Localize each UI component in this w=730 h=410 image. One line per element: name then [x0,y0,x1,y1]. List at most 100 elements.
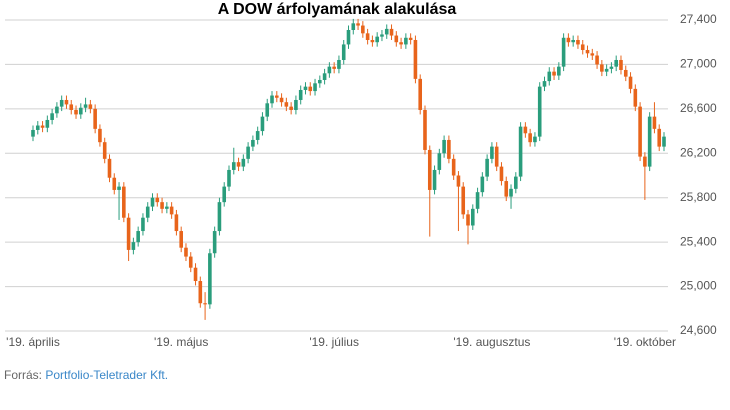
candle-body [98,128,102,143]
candle-body [456,175,461,187]
candle-body [270,95,274,104]
chart: A DOW árfolyamának alakulása 24,600 25,00… [5,1,717,349]
candle-body [93,108,97,129]
candle-body [485,158,489,177]
candle-body [361,25,365,34]
candle-body [222,186,227,203]
candle-body [284,102,289,107]
candle-body [432,169,437,190]
candle-body [585,49,590,54]
candle-body [404,37,408,45]
source-link[interactable]: Portfolio-Teletrader Kft. [45,368,169,382]
candle-body [647,116,652,167]
candle-body [327,66,332,74]
candle-body [499,166,504,182]
candle-body [566,37,571,43]
candle-body [552,71,556,76]
candle-body [451,158,456,176]
candle-body [79,107,83,115]
candle-body [289,106,293,110]
candle-body [628,76,633,89]
candle-body [408,37,413,40]
candle-body [260,116,265,132]
candle-body [55,106,59,114]
x-tick-label: '19. május [154,335,208,349]
source-label: Forrás: [4,368,43,382]
candle-body [480,176,485,193]
candle-body [623,69,628,77]
candle-body [265,103,270,117]
candle-body [322,73,327,80]
candle-body [251,139,255,147]
candle-body [576,39,580,45]
candle-body [117,186,121,190]
candle-body [69,104,74,110]
y-tick-label: 24,600 [680,323,717,337]
candle-body [294,99,298,110]
candle-body [595,55,599,65]
candle-body [609,66,614,69]
candle-body [561,37,566,67]
candle-body [533,136,537,143]
candle-body [662,136,666,147]
candle-body [212,231,217,254]
candle-body [332,66,336,69]
candle-body [638,106,642,157]
candle-body [35,125,40,130]
candle-body [365,33,370,40]
candle-body [494,146,499,167]
candle-body [45,119,50,128]
chart-title: A DOW árfolyamának alakulása [218,1,457,18]
y-tick-label: 26,200 [680,145,717,159]
candle-body [580,44,585,50]
y-tick-label: 27,400 [680,12,717,26]
candle-body [346,29,351,45]
candle-body [523,126,528,134]
candle-body [241,158,246,167]
candle-body [490,146,494,159]
candle-body [174,214,179,232]
candle-body [231,162,236,170]
candle-body [375,36,379,43]
x-tick-label: '19. október [614,335,676,349]
candle-body [437,153,442,170]
y-tick-label: 27,000 [680,57,717,71]
candle-body [169,206,174,215]
candle-body [447,139,451,159]
candle-body [313,83,317,92]
y-tick-label: 25,800 [680,190,717,204]
x-tick-label: '19. július [309,335,359,349]
candle-body [318,79,322,84]
candle-body [518,126,523,177]
candle-body [255,131,260,140]
source: Forrás: Portfolio-Teletrader Kft. [4,368,168,382]
candle-body [590,53,595,56]
candle-body [418,78,423,110]
candle-body [557,66,561,76]
candle-body [88,104,93,109]
candle-body [633,88,638,107]
y-tick-label: 25,000 [680,279,717,293]
candle-body [136,231,140,243]
candle-body [389,28,394,36]
candle-body [107,158,112,178]
candle-body [112,177,117,190]
candle-body [337,59,341,69]
candle-body [298,89,303,100]
candle-body [399,42,403,45]
candle-body [64,99,69,105]
candle-body [614,59,618,67]
candle-body [413,39,418,79]
candle-body [227,169,231,187]
candle-body [537,86,542,137]
candle-body [203,303,207,305]
candle-body [102,142,107,159]
candle-body [652,116,657,129]
candle-body [442,139,446,154]
candle-body [208,253,212,305]
candle-body [145,206,150,218]
candle-body [141,217,145,232]
candle-body [184,247,188,257]
candle-body [40,125,45,128]
candle-body [657,128,662,147]
